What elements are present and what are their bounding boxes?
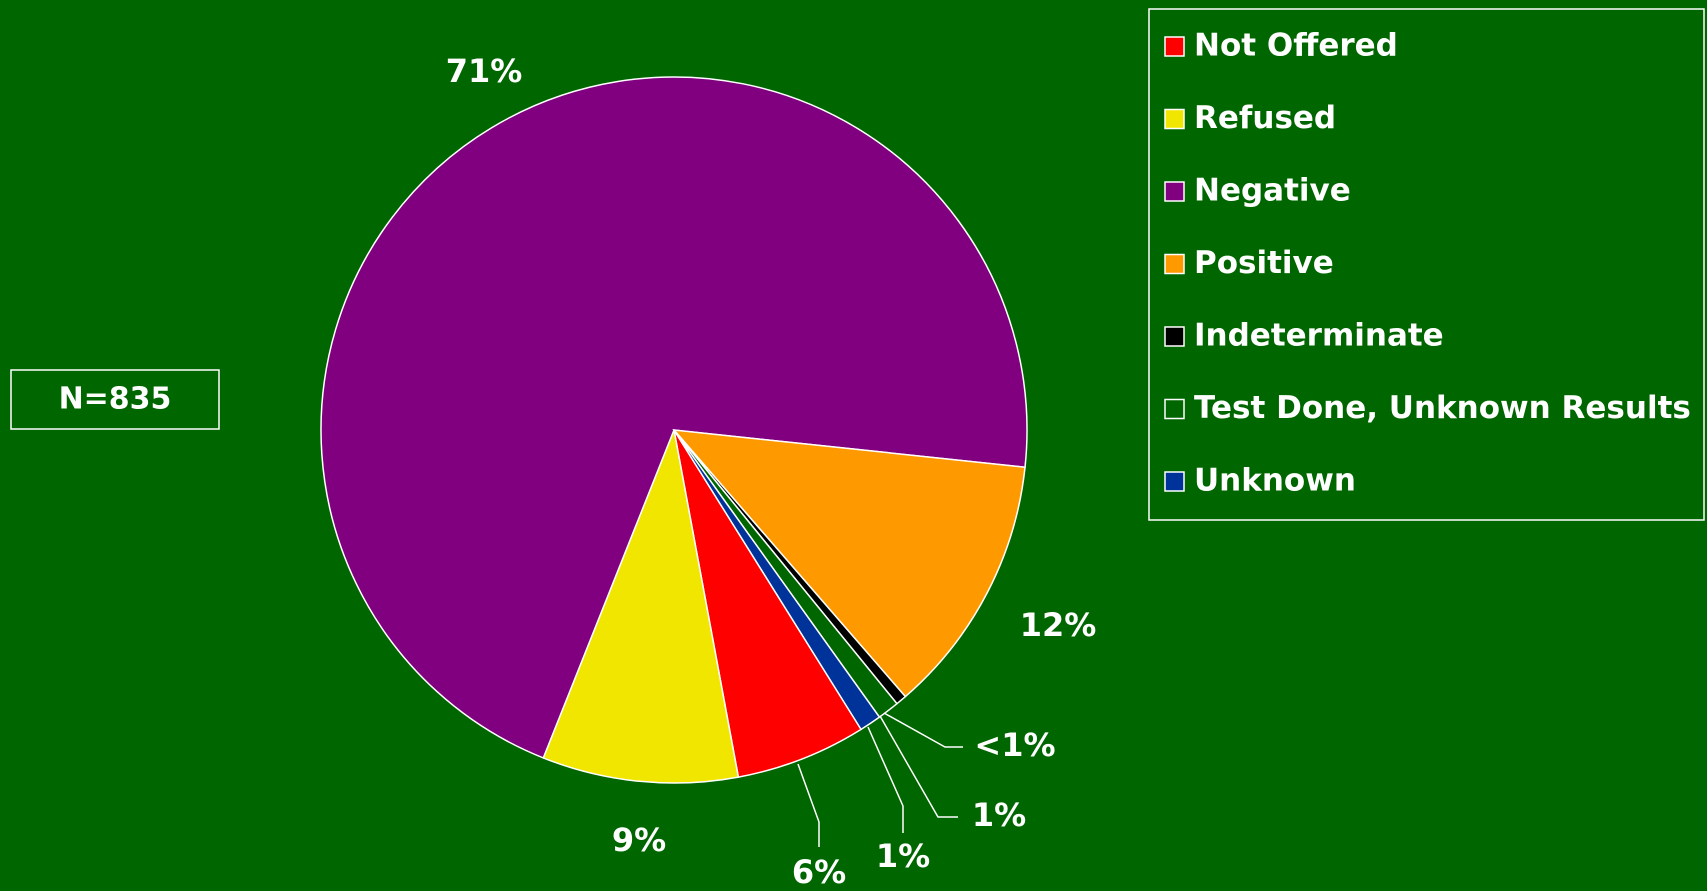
pie-slice [672, 429, 1026, 698]
leader-line [797, 763, 820, 847]
legend-label: Unknown [1194, 463, 1356, 499]
legend-label: Refused [1194, 100, 1336, 136]
data-label: <1% [974, 726, 1055, 764]
data-label: 71% [446, 52, 523, 90]
leader-line [867, 726, 904, 833]
data-label: 6% [792, 853, 846, 891]
data-label: 1% [972, 796, 1026, 834]
pie-slice [673, 429, 863, 778]
legend-label: Positive [1194, 245, 1334, 281]
legend-swatch [1164, 398, 1185, 420]
data-label: 9% [612, 821, 666, 859]
legend-label: Not Offered [1194, 28, 1398, 64]
annotation: N=835 [59, 382, 172, 417]
pie-slice [542, 427, 740, 784]
legend-box [1148, 8, 1705, 521]
legend-swatch [1164, 253, 1185, 275]
data-label: 1% [876, 837, 930, 875]
pie-slice [320, 76, 1028, 759]
legend-swatch [1164, 181, 1185, 202]
legend-swatch [1164, 471, 1185, 492]
legend-label: Indeterminate [1194, 318, 1444, 354]
leader-line [879, 715, 958, 818]
pie-slice [673, 429, 881, 731]
leader-line [883, 712, 963, 748]
legend-swatch [1164, 36, 1185, 57]
legend-swatch [1164, 108, 1185, 130]
data-label: 12% [1020, 606, 1097, 644]
legend-label: Test Done, Unknown Results [1194, 390, 1691, 426]
legend-swatch [1164, 326, 1185, 347]
annotation-box [10, 369, 220, 430]
legend-label: Negative [1194, 173, 1351, 209]
